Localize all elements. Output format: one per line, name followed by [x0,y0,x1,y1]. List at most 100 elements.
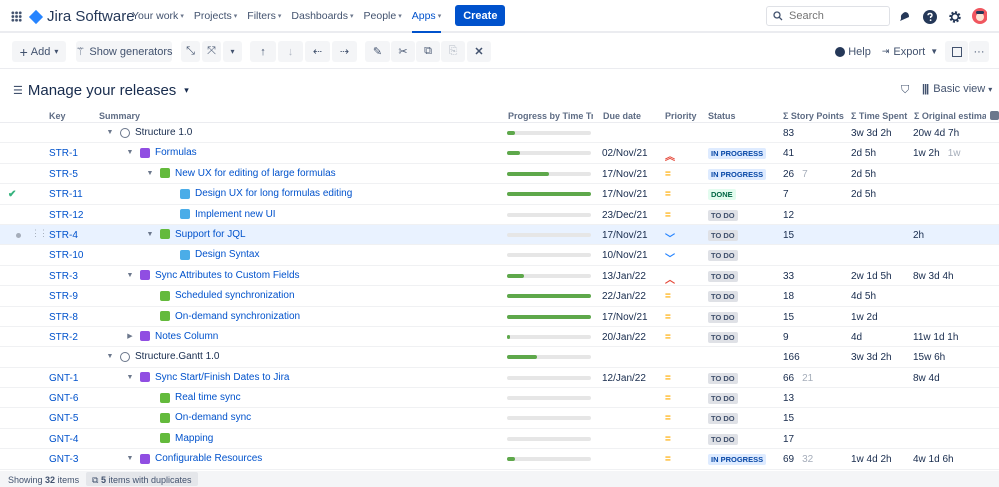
issue-summary[interactable]: Support for JQL [175,228,246,240]
col-summary[interactable]: Summary [99,111,141,121]
issue-summary[interactable]: On-demand synchronization [175,310,301,322]
status-badge[interactable]: TO DO [708,393,738,405]
create-button[interactable]: Create [455,5,506,26]
row-marker-icon[interactable] [16,232,21,238]
issue-key[interactable]: GNT-4 [49,433,79,445]
caret-down-icon[interactable]: ▼ [106,129,114,136]
show-generators-button[interactable]: ⚚ Show generators [75,41,173,62]
structure-view-selector[interactable]: ☰ Manage your releases ▾ [13,82,189,99]
status-badge[interactable]: TO DO [708,229,738,241]
col-story-points[interactable]: Σ Story Points [783,111,844,121]
help-button[interactable]: Help [833,41,873,62]
status-badge[interactable]: TO DO [708,250,738,262]
issue-summary[interactable]: On-demand sync [175,412,252,424]
filter-icon[interactable]: ⛉ [901,84,910,96]
outdent-icon[interactable]: ⇠ [305,41,330,62]
issue-summary[interactable]: New UX for editing of large formulas [175,167,336,179]
col-priority[interactable]: Priority [665,111,697,121]
nav-your-work[interactable]: Your work ▾ [132,9,184,22]
search-input[interactable] [789,10,879,22]
issue-key[interactable]: STR-12 [49,209,84,221]
issue-key[interactable]: STR-4 [49,229,78,241]
issue-key[interactable]: STR-2 [49,331,78,343]
issue-summary[interactable]: Structure.Gantt 1.0 [135,351,220,363]
expand-levels-chevron-icon[interactable]: ▾ [223,41,242,62]
caret-down-icon[interactable]: ▼ [126,149,134,157]
status-badge[interactable]: TO DO [708,372,738,384]
status-badge[interactable]: DONE [708,189,736,201]
issue-summary[interactable]: Sync Start/Finish Dates to Jira [155,371,290,383]
caret-down-icon[interactable]: ▼ [146,230,154,238]
table-row[interactable]: STR-10 Design Syntax 10/Nov/21 ﹀ TO DO [0,245,999,266]
issue-key[interactable]: STR-11 [49,189,83,201]
issue-summary[interactable]: Structure 1.0 [135,127,193,138]
caret-down-icon[interactable]: ▼ [126,373,134,381]
issue-key[interactable]: GNT-1 [49,372,79,384]
edit-icon[interactable]: ✎ [365,41,390,62]
issue-summary[interactable]: Implement new UI [195,208,276,220]
issue-summary[interactable]: Design UX for long formulas editing [195,188,353,200]
issue-key[interactable]: GNT-5 [49,413,79,425]
issue-key[interactable]: STR-8 [49,311,78,323]
delete-icon[interactable]: ✕ [467,41,491,62]
duplicates-button[interactable]: ⧉ 5 items with duplicates [86,472,198,486]
col-original-estimate[interactable]: Σ Original estimate [914,111,986,121]
status-badge[interactable]: TO DO [708,331,738,343]
nav-apps[interactable]: Apps ▾ [411,0,442,33]
more-actions-icon[interactable]: ··· [969,41,989,62]
issue-summary[interactable]: Sync Attributes to Custom Fields [155,269,300,281]
avatar[interactable] [972,7,987,24]
table-row[interactable]: ⋮⋮ STR-4 ▼ Support for JQL 17/Nov/21 ﹀ TO DO 15… [0,224,999,246]
issue-summary[interactable]: Scheduled synchronization [175,290,295,302]
issue-summary[interactable]: Design Syntax [195,249,260,261]
col-progress[interactable]: Progress by Time Tracking [508,111,593,121]
table-row[interactable]: ▼ Structure.Gantt 1.0 166 3w 3d 2h 15w 6h [0,347,999,368]
indent-icon[interactable]: ⇢ [332,41,357,62]
status-badge[interactable]: IN PROGRESS [708,148,767,160]
table-row[interactable]: GNT-1 ▼ Sync Start/Finish Dates to Jira 12/… [0,368,999,389]
search-box[interactable] [766,6,890,26]
issue-key[interactable]: GNT-6 [49,393,79,405]
collapse-all-icon[interactable]: ⤧ [202,41,221,62]
panel-toggle-button[interactable] [945,41,968,62]
status-badge[interactable]: IN PROGRESS [708,168,767,180]
status-badge[interactable]: TO DO [708,209,738,221]
nav-people[interactable]: People ▾ [363,9,402,22]
view-selector[interactable]: ||| Basic view ▾ [922,83,993,95]
copy-icon[interactable]: ⧉ [416,41,440,62]
table-row[interactable]: GNT-6 Real time sync = TO DO 13 [0,388,999,409]
table-row[interactable]: GNT-3 ▼ Configurable Resources = IN PROGRESS… [0,449,999,470]
expand-all-icon[interactable]: ⤡ [181,41,200,62]
status-badge[interactable]: IN PROGRESS [708,454,767,466]
move-up-icon[interactable]: ↑ [250,41,276,62]
caret-down-icon[interactable]: ▼ [146,169,154,177]
add-button[interactable]: + Add ▾ [12,41,66,62]
issue-key[interactable]: STR-9 [49,291,78,303]
move-down-icon[interactable]: ↓ [278,41,303,62]
table-row[interactable]: STR-3 ▼ Sync Attributes to Custom Fields 13… [0,266,999,287]
paste-icon[interactable]: ⎘ [441,41,465,62]
table-row[interactable]: STR-2 ▶ Notes Column 20/Jan/22 = TO DO 9 4d 11w … [0,327,999,348]
issue-key[interactable]: STR-3 [49,270,78,282]
col-key[interactable]: Key [49,111,66,121]
issue-summary[interactable]: Real time sync [175,392,241,404]
status-badge[interactable]: TO DO [708,413,738,425]
settings-icon[interactable] [947,9,962,24]
status-badge[interactable]: TO DO [708,291,738,303]
status-badge[interactable]: TO DO [708,270,738,282]
status-badge[interactable]: TO DO [708,433,738,445]
table-row[interactable]: ✔ STR-11 Design UX for long formulas editi… [0,184,999,205]
caret-down-icon[interactable]: ▼ [106,353,114,361]
issue-key[interactable]: GNT-3 [49,454,79,466]
table-row[interactable]: STR-1 ▼ Formulas 02/Nov/21 ︽ IN PROGRESS 41 2d … [0,143,999,164]
issue-summary[interactable]: Formulas [155,147,197,159]
app-switcher-icon[interactable] [11,11,22,22]
caret-down-icon[interactable]: ▼ [126,271,134,279]
table-row[interactable]: STR-5 ▼ New UX for editing of large formul… [0,164,999,185]
nav-projects[interactable]: Projects ▾ [193,9,238,22]
help-icon[interactable] [922,9,937,24]
notifications-icon[interactable] [897,9,912,24]
caret-right-icon[interactable]: ▶ [127,333,133,341]
col-due-date[interactable]: Due date [603,111,642,121]
caret-down-icon[interactable]: ▼ [126,455,134,463]
